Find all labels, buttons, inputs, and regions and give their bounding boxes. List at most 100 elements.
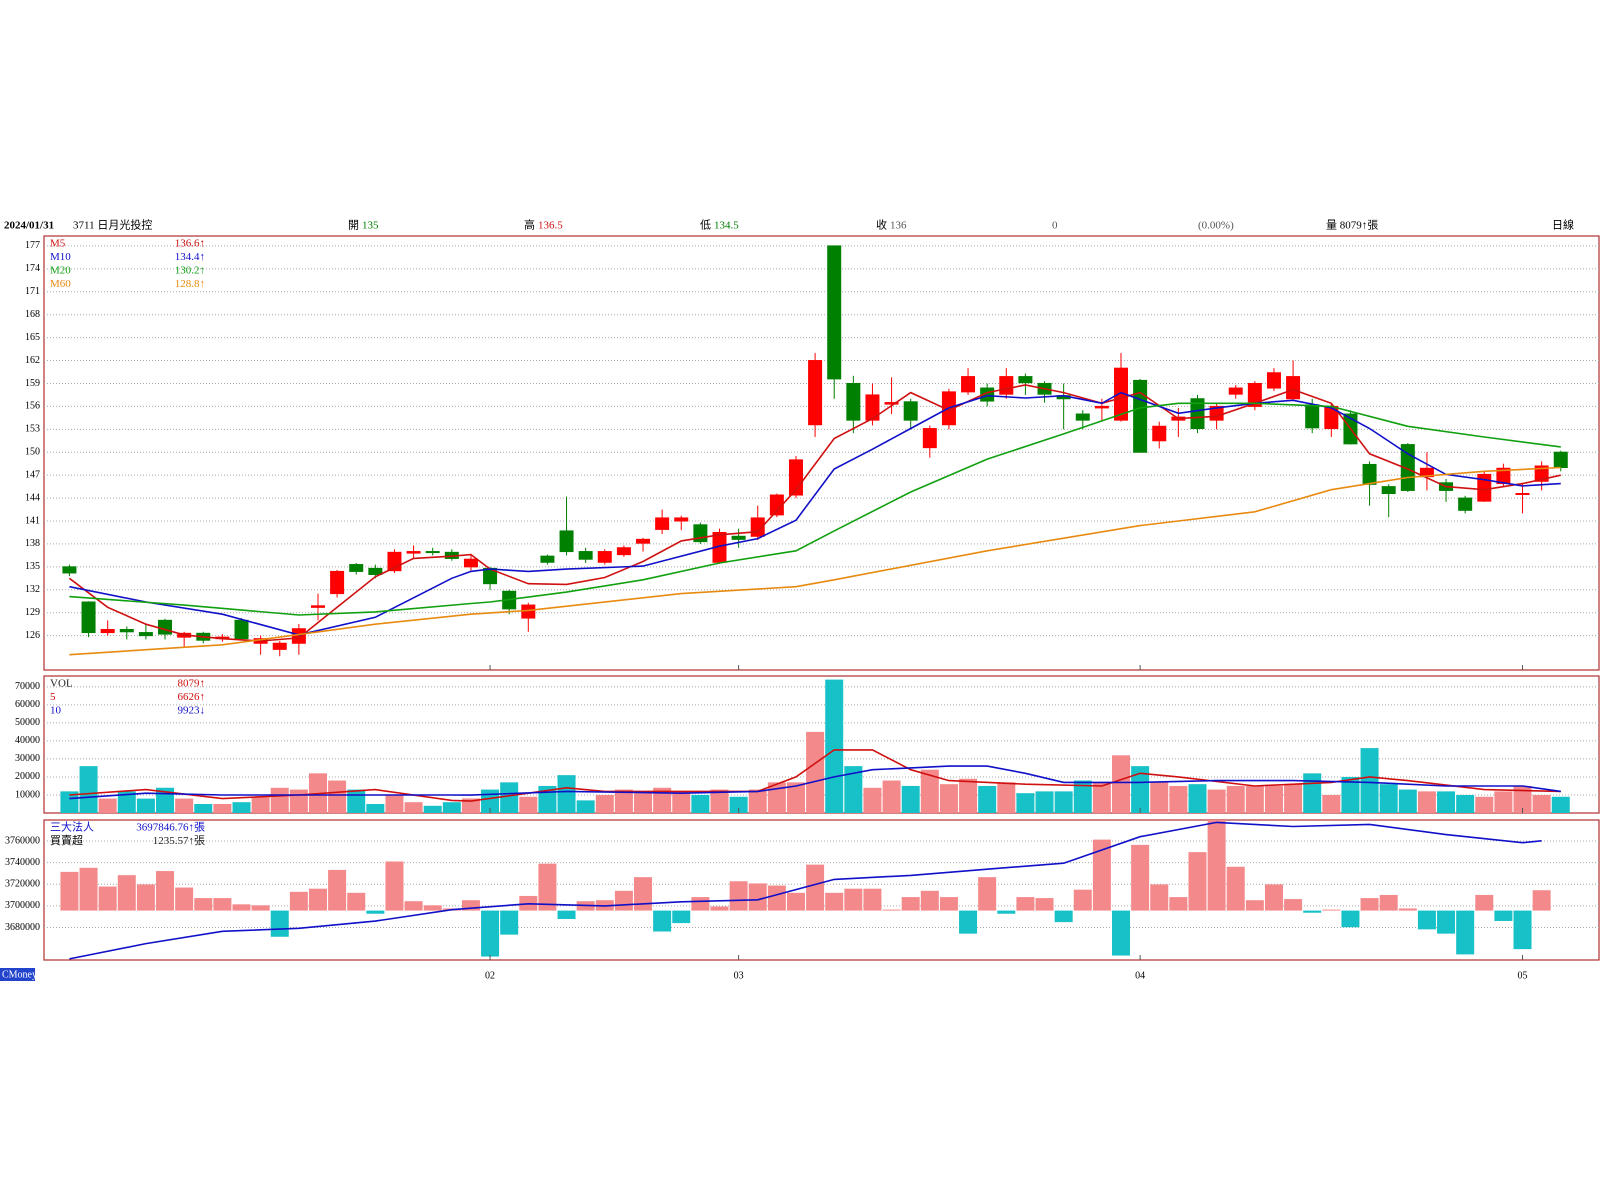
net-bar bbox=[1379, 894, 1398, 911]
volume-bar bbox=[385, 794, 404, 813]
close-label: 收 bbox=[876, 218, 887, 232]
volume-bar bbox=[595, 794, 614, 813]
net-bar bbox=[767, 885, 786, 911]
volume-bar bbox=[844, 766, 863, 813]
volume-bar bbox=[1207, 789, 1226, 813]
candle-body bbox=[1477, 473, 1492, 502]
net-bar bbox=[901, 897, 920, 911]
institutional-panel bbox=[43, 819, 1600, 961]
volume-bar bbox=[1245, 785, 1264, 813]
candle-body bbox=[425, 551, 440, 554]
candle-body bbox=[100, 629, 115, 634]
net-bar bbox=[844, 888, 863, 911]
net-bar bbox=[117, 875, 136, 911]
y-tick-label: 177 bbox=[25, 240, 40, 251]
net-bar bbox=[882, 909, 901, 911]
net-bar bbox=[1264, 884, 1283, 911]
candle-body bbox=[1381, 486, 1396, 494]
net-bar bbox=[60, 871, 79, 911]
low-value: 134.5 bbox=[714, 220, 739, 232]
volume-bar bbox=[1532, 794, 1551, 813]
net-bar bbox=[175, 887, 194, 911]
volume-bar bbox=[232, 802, 251, 813]
volume-bar bbox=[1150, 782, 1169, 813]
volume-bar bbox=[1131, 766, 1150, 813]
y-tick-label: 126 bbox=[25, 630, 40, 641]
legend-value: 136.6↑ bbox=[175, 238, 205, 250]
candle-body bbox=[1362, 463, 1377, 485]
y-tick-label: 3740000 bbox=[5, 857, 40, 868]
y-tick-label: 147 bbox=[25, 469, 40, 480]
net-bar bbox=[1073, 889, 1092, 911]
candle-body bbox=[655, 517, 670, 530]
net-bar bbox=[920, 890, 939, 911]
x-tick-label: 04 bbox=[1135, 970, 1145, 981]
net-bar bbox=[194, 898, 213, 911]
volume-bar bbox=[901, 785, 920, 813]
net-bar bbox=[328, 869, 347, 911]
legend-value: 128.8↑ bbox=[175, 278, 205, 290]
volume-bar bbox=[882, 780, 901, 813]
net-bar bbox=[308, 888, 327, 911]
candle-body bbox=[62, 566, 77, 574]
net-bar bbox=[729, 881, 748, 911]
volume-bar bbox=[1092, 782, 1111, 813]
candle-body bbox=[291, 628, 306, 644]
net-bar bbox=[1398, 908, 1417, 911]
brand: CMoney bbox=[2, 969, 37, 980]
net-bar bbox=[806, 864, 825, 911]
candle-body bbox=[1152, 425, 1167, 442]
net-bar bbox=[672, 910, 691, 924]
volume-bar bbox=[748, 789, 767, 813]
y-tick-label: 141 bbox=[25, 515, 40, 526]
volume-info: 量 8079↑張 bbox=[1326, 219, 1378, 232]
net-bar bbox=[538, 863, 557, 911]
candle-body bbox=[674, 517, 689, 522]
net-bar bbox=[156, 871, 175, 911]
volume-bar bbox=[1341, 776, 1360, 813]
net-bar bbox=[1360, 898, 1379, 911]
volume-bar bbox=[328, 780, 347, 813]
volume-bar bbox=[614, 789, 633, 813]
y-tick-label: 40000 bbox=[15, 735, 40, 746]
volume-bar bbox=[1264, 785, 1283, 813]
volume-bar bbox=[1551, 796, 1570, 813]
net-bar bbox=[557, 910, 576, 919]
candle-body bbox=[272, 642, 287, 650]
net-bar bbox=[385, 861, 404, 911]
volume-bar bbox=[653, 787, 672, 813]
candle-body bbox=[158, 619, 173, 635]
candle-body bbox=[865, 394, 880, 421]
volume-bar bbox=[1322, 794, 1341, 813]
y-tick-label: 135 bbox=[25, 561, 40, 572]
net-bar bbox=[825, 892, 844, 911]
candle-body bbox=[1553, 451, 1568, 469]
net-bar bbox=[614, 890, 633, 911]
net-bar bbox=[863, 888, 882, 911]
net-bar bbox=[653, 910, 672, 932]
volume-bar bbox=[672, 791, 691, 813]
volume-bar bbox=[1035, 791, 1054, 813]
volume-bar bbox=[920, 769, 939, 813]
volume-bar bbox=[79, 766, 98, 813]
net-bar bbox=[997, 910, 1016, 914]
volume-bar bbox=[213, 803, 232, 813]
candle-body bbox=[922, 428, 937, 449]
net-bar bbox=[634, 877, 653, 911]
volume-bar bbox=[1437, 791, 1456, 813]
net-bar bbox=[1092, 839, 1111, 911]
volume-bar bbox=[576, 800, 595, 813]
net-bar bbox=[500, 910, 519, 935]
line-series bbox=[69, 765, 1561, 800]
volume-bar bbox=[404, 802, 423, 813]
y-tick-label: 138 bbox=[25, 538, 40, 549]
net-bar bbox=[978, 877, 997, 911]
net-bar bbox=[1475, 894, 1494, 911]
volume-bar bbox=[1360, 748, 1379, 813]
volume-bar bbox=[710, 789, 729, 813]
legend-name: 10 bbox=[50, 705, 62, 717]
change-pct: (0.00%) bbox=[1198, 220, 1234, 232]
y-tick-label: 159 bbox=[25, 378, 40, 389]
candle-body bbox=[1266, 372, 1281, 389]
volume-bar bbox=[366, 803, 385, 813]
